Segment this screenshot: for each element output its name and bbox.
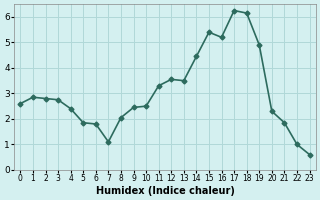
- X-axis label: Humidex (Indice chaleur): Humidex (Indice chaleur): [96, 186, 234, 196]
